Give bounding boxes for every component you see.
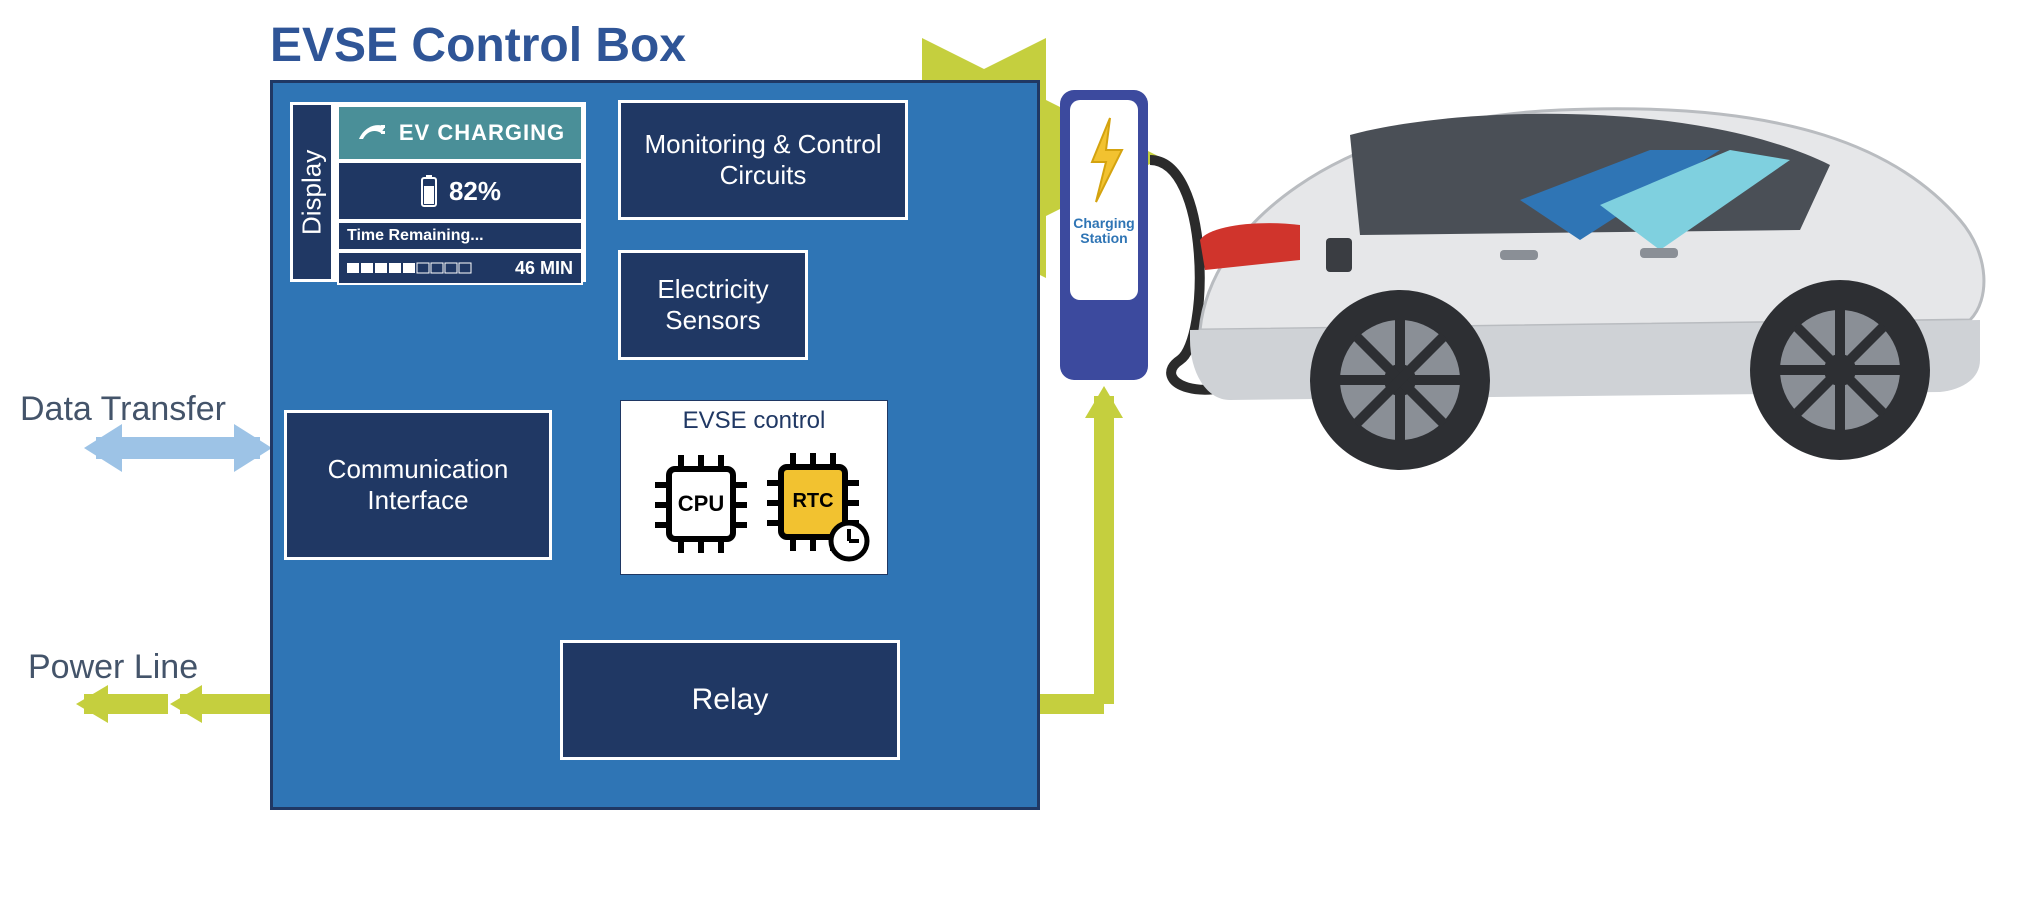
display-row-percent: 82% xyxy=(337,161,583,221)
label-data-transfer: Data Transfer xyxy=(20,390,226,429)
evse-control-title: EVSE control xyxy=(621,407,887,435)
svg-text:CPU: CPU xyxy=(678,491,724,516)
display-percent-text: 82% xyxy=(449,176,501,207)
block-comm: Communication Interface xyxy=(284,410,552,560)
charging-cable xyxy=(1150,160,1340,390)
display-time-label: Time Remaining... xyxy=(347,227,484,245)
label-power-line: Power Line xyxy=(28,648,198,687)
block-sensors: Electricity Sensors xyxy=(618,250,808,360)
display-row-charging: EV CHARGING xyxy=(337,105,583,161)
plug-icon xyxy=(355,119,389,147)
charging-station-label: Charging Station xyxy=(1070,216,1138,247)
block-evse-control: EVSE control CPU RTC xyxy=(620,400,888,575)
display-row-time-label: Time Remaining... xyxy=(337,221,583,251)
ev-car-icon xyxy=(1190,109,1984,470)
battery-icon xyxy=(419,174,439,208)
display-charging-text: EV CHARGING xyxy=(399,120,565,146)
cpu-chip-icon: CPU xyxy=(651,449,751,559)
data-arrow xyxy=(84,424,272,472)
display-panel: EV CHARGING 82% Time Remaining... 46 MIN xyxy=(334,102,586,282)
rtc-chip-icon: RTC xyxy=(763,449,873,569)
display-row-time-value: 46 MIN xyxy=(337,251,583,285)
svg-text:RTC: RTC xyxy=(792,490,833,512)
block-monitoring: Monitoring & Control Circuits xyxy=(618,100,908,220)
display-time-value: 46 MIN xyxy=(515,258,573,279)
progress-bar-icon xyxy=(347,261,477,275)
diagram-title: EVSE Control Box xyxy=(270,18,686,73)
display-label: Display xyxy=(290,102,334,282)
block-relay: Relay xyxy=(560,640,900,760)
